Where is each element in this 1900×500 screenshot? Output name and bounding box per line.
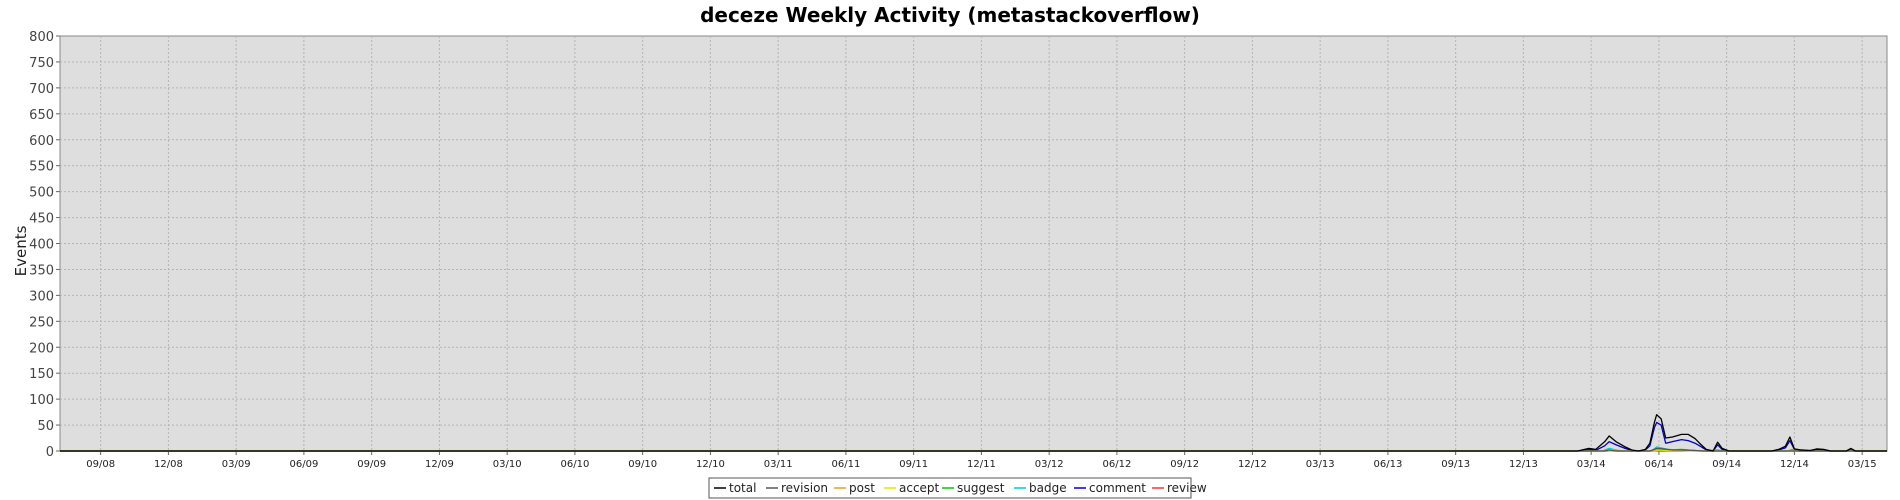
legend-item-suggest: suggest	[942, 481, 1005, 495]
y-tick-label: 50	[37, 419, 54, 434]
y-axis-label: Events	[12, 225, 30, 276]
x-tick-label-12-14: 12/14	[1780, 459, 1809, 470]
x-tick-label-12-12: 12/12	[1238, 459, 1267, 470]
legend-label-comment: comment	[1089, 481, 1146, 495]
x-tick-label-09-13: 09/13	[1441, 459, 1470, 470]
y-tick-label: 550	[29, 160, 54, 175]
series-line-revision	[60, 447, 1887, 452]
x-tick-label-03-14: 03/14	[1577, 459, 1606, 470]
legend-item-review: review	[1152, 481, 1207, 495]
x-tick-label-12-11: 12/11	[967, 459, 996, 470]
x-tick-label-03-09: 03/09	[222, 459, 251, 470]
y-axis-ticks: 0 50 100 150 200 250 300 350 400 450 500 550 600 650 7…	[29, 30, 60, 460]
y-tick-label: 800	[29, 30, 54, 45]
y-tick-label: 250	[29, 315, 54, 330]
x-tick-label-09-14: 09/14	[1712, 459, 1741, 470]
y-tick-label: 700	[29, 82, 54, 97]
x-tick-label-03-11: 03/11	[764, 459, 793, 470]
y-tick-label: 100	[29, 393, 54, 408]
x-tick-label-06-09: 06/09	[289, 459, 318, 470]
legend-label-review: review	[1167, 481, 1207, 495]
y-tick-label: 400	[29, 238, 54, 253]
legend: total revision post accept suggest badge comme…	[708, 477, 1207, 499]
x-tick-label-06-13: 06/13	[1373, 459, 1402, 470]
legend-label-revision: revision	[781, 481, 828, 495]
x-tick-label-06-10: 06/10	[560, 459, 589, 470]
x-tick-label-09-09: 09/09	[357, 459, 386, 470]
legend-label-badge: badge	[1029, 481, 1067, 495]
legend-item-badge: badge	[1014, 481, 1067, 495]
y-tick-label: 600	[29, 134, 54, 149]
legend-item-accept: accept	[884, 481, 940, 495]
legend-label-accept: accept	[899, 481, 940, 495]
y-tick-label: 650	[29, 108, 54, 123]
legend-item-revision: revision	[766, 481, 828, 495]
x-tick-label-12-09: 12/09	[425, 459, 454, 470]
y-tick-label: 350	[29, 263, 54, 278]
y-tick-label: 450	[29, 212, 54, 227]
x-tick-label-03-10: 03/10	[493, 459, 522, 470]
x-tick-label-03-12: 03/12	[1035, 459, 1064, 470]
series-lines	[60, 414, 1887, 452]
x-tick-label-09-11: 09/11	[899, 459, 928, 470]
series-line-total	[60, 414, 1887, 452]
legend-item-comment: comment	[1074, 481, 1146, 495]
x-axis-ticks: 09/08 12/08 03/09 06/09 09/09 12/09 03/10 06/10…	[86, 451, 1877, 470]
x-tick-label-06-11: 06/11	[831, 459, 860, 470]
x-tick-label-12-13: 12/13	[1509, 459, 1538, 470]
x-tick-label-09-12: 09/12	[1170, 459, 1199, 470]
x-tick-label-12-08: 12/08	[154, 459, 183, 470]
legend-label-suggest: suggest	[957, 481, 1005, 495]
y-tick-label: 200	[29, 341, 54, 356]
x-tick-label-09-08: 09/08	[86, 459, 115, 470]
x-tick-label-03-15: 03/15	[1848, 459, 1877, 470]
grid-lines	[60, 36, 1887, 451]
chart-title: deceze Weekly Activity (metastackoverflo…	[700, 3, 1200, 27]
legend-label-total: total	[729, 481, 756, 495]
legend-item-total: total	[714, 481, 756, 495]
y-tick-label: 150	[29, 367, 54, 382]
y-tick-label: 500	[29, 186, 54, 201]
legend-item-post: post	[834, 481, 875, 495]
x-tick-label-03-13: 03/13	[1306, 459, 1335, 470]
x-tick-label-12-10: 12/10	[696, 459, 725, 470]
x-tick-label-09-10: 09/10	[628, 459, 657, 470]
legend-label-post: post	[849, 481, 875, 495]
x-tick-label-06-14: 06/14	[1644, 459, 1673, 470]
y-tick-label: 0	[46, 445, 54, 460]
y-tick-label: 300	[29, 289, 54, 304]
x-tick-label-06-12: 06/12	[1102, 459, 1131, 470]
y-tick-label: 750	[29, 56, 54, 71]
